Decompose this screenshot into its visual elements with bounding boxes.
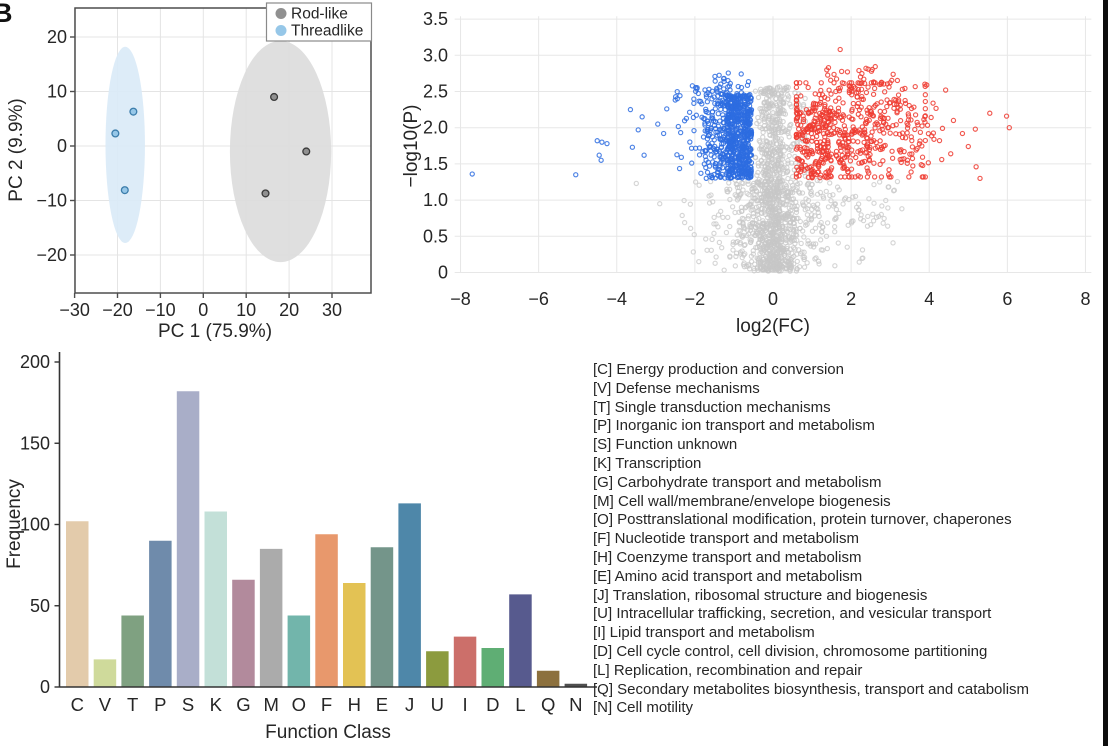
svg-text:1.5: 1.5	[423, 154, 448, 174]
svg-text:0: 0	[198, 300, 208, 320]
svg-text:L: L	[515, 694, 525, 715]
svg-text:S: S	[182, 694, 194, 715]
svg-text:2.5: 2.5	[423, 82, 448, 102]
panel-letter-label: B	[0, 0, 13, 28]
svg-text:8: 8	[1080, 289, 1090, 309]
cog-bar-chart: 0 50 100 150 200 C V T P S K G M O F H E J U I D L Q N Function …	[4, 352, 597, 743]
svg-text:−10: −10	[36, 191, 67, 211]
legend-item: [P] Inorganic ion transport and metaboli…	[593, 417, 875, 435]
svg-text:PC 2 (9.9%): PC 2 (9.9%)	[6, 98, 27, 201]
svg-text:20: 20	[47, 27, 67, 47]
cog-legend-list: [C] Energy production and conversion [V] …	[593, 361, 1105, 718]
svg-text:0: 0	[768, 289, 778, 309]
svg-text:2: 2	[846, 289, 856, 309]
svg-text:10: 10	[236, 300, 256, 320]
legend-item: [I] Lipid transport and metabolism	[593, 624, 815, 642]
svg-text:2.0: 2.0	[423, 118, 448, 138]
svg-text:log2(FC): log2(FC)	[736, 316, 810, 337]
svg-text:E: E	[376, 694, 388, 715]
svg-text:J: J	[405, 694, 414, 715]
svg-text:30: 30	[322, 300, 342, 320]
svg-text:−8: −8	[450, 289, 471, 309]
legend-item: [F] Nucleotide transport and metabolism	[593, 530, 859, 548]
figure-crop-border	[1103, 0, 1108, 746]
legend-item: [J] Translation, ribosomal structure and…	[593, 586, 928, 604]
svg-text:D: D	[486, 694, 499, 715]
svg-text:I: I	[462, 694, 467, 715]
svg-text:−10: −10	[145, 300, 176, 320]
svg-text:150: 150	[20, 433, 50, 453]
svg-text:−log10(P): −log10(P)	[401, 105, 422, 188]
svg-text:0.5: 0.5	[423, 226, 448, 246]
svg-text:100: 100	[20, 515, 50, 535]
svg-text:Rod-like: Rod-like	[291, 6, 348, 23]
legend-item: [M] Cell wall/membrane/envelope biogenes…	[593, 492, 891, 510]
svg-text:P: P	[154, 694, 166, 715]
svg-text:Threadlike: Threadlike	[291, 23, 363, 40]
svg-text:K: K	[210, 694, 223, 715]
svg-text:−6: −6	[528, 289, 549, 309]
svg-text:C: C	[71, 694, 84, 715]
svg-text:−2: −2	[685, 289, 706, 309]
svg-text:3.0: 3.0	[423, 45, 448, 65]
legend-item: [K] Transcription	[593, 454, 702, 472]
svg-text:3.5: 3.5	[423, 9, 448, 29]
pca-scatter-plot: −30 −20 −10 0 10 20 30 −20 −10 0 10 20 PC 1 (75.9%) P…	[6, 2, 373, 342]
legend-item: [O] Posttranslational modification, prot…	[593, 511, 1012, 529]
svg-text:G: G	[236, 694, 250, 715]
svg-text:200: 200	[20, 352, 50, 372]
svg-text:O: O	[292, 694, 306, 715]
svg-text:PC 1 (75.9%): PC 1 (75.9%)	[158, 321, 272, 342]
svg-text:Function Class: Function Class	[265, 722, 391, 743]
svg-text:0: 0	[57, 136, 67, 156]
legend-item: [V] Defense mechanisms	[593, 379, 760, 397]
legend-item: [U] Intracellular trafficking, secretion…	[593, 605, 992, 623]
legend-item: [L] Replication, recombination and repai…	[593, 661, 863, 679]
legend-item: [C] Energy production and conversion	[593, 361, 844, 378]
svg-text:0: 0	[40, 677, 50, 697]
volcano-plot: −8 −6 −4 −2 0 2 4 6 8 0 0.5 1.0 1.5 2.0 2.5 3.0 3.5 log2(…	[401, 9, 1092, 337]
svg-text:N: N	[569, 694, 582, 715]
svg-text:F: F	[321, 694, 332, 715]
legend-item: [D] Cell cycle control, cell division, c…	[593, 642, 988, 660]
svg-text:50: 50	[30, 596, 50, 616]
svg-text:20: 20	[279, 300, 299, 320]
legend-item: [S] Function unknown	[593, 436, 738, 454]
svg-text:−4: −4	[606, 289, 627, 309]
legend-item: [T] Single transduction mechanisms	[593, 398, 831, 416]
svg-text:Q: Q	[541, 694, 555, 715]
legend-item: [H] Coenzyme transport and metabolism	[593, 548, 862, 566]
svg-text:10: 10	[47, 82, 67, 102]
legend-item: [G] Carbohydrate transport and metabolis…	[593, 473, 882, 491]
svg-text:M: M	[263, 694, 278, 715]
svg-text:V: V	[99, 694, 112, 715]
svg-text:1.0: 1.0	[423, 190, 448, 210]
svg-text:0: 0	[438, 263, 448, 283]
svg-text:−20: −20	[36, 245, 67, 265]
svg-text:H: H	[348, 694, 361, 715]
svg-text:−30: −30	[59, 300, 90, 320]
svg-text:6: 6	[1002, 289, 1012, 309]
legend-item: [Q] Secondary metabolites biosynthesis, …	[593, 680, 1030, 698]
svg-text:−20: −20	[102, 300, 133, 320]
legend-item: [E] Amino acid transport and metabolism	[593, 567, 863, 585]
svg-text:Frequency: Frequency	[4, 479, 25, 569]
legend-item: [N] Cell motility	[593, 699, 694, 717]
svg-text:4: 4	[924, 289, 934, 309]
svg-text:T: T	[127, 694, 138, 715]
svg-text:U: U	[431, 694, 444, 715]
